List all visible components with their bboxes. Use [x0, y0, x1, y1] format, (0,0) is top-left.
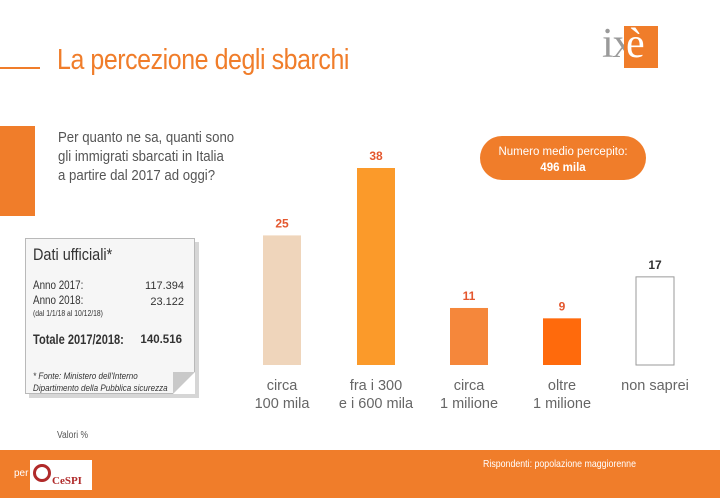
official-title: Dati ufficiali* [33, 245, 113, 264]
page-title: La percezione degli sbarchi [57, 44, 350, 76]
total-value: 140.516 [140, 334, 182, 346]
bar-4 [635, 276, 675, 366]
bar-2 [450, 307, 488, 365]
respondents-note: Rispondenti: popolazione maggiorenne [483, 458, 636, 470]
bar-value-label-3: 9 [559, 299, 566, 313]
average-label: Numero medio percepito: [498, 146, 628, 158]
year-2017-label: Anno 2017: [33, 278, 84, 292]
title-accent-line [0, 67, 40, 69]
year-2018-label: Anno 2018: [33, 293, 84, 307]
question-text: Per quanto ne sa, quanti sono gli immigr… [58, 129, 235, 184]
bar-0 [263, 235, 301, 365]
per-label: per [14, 468, 29, 479]
category-label-1-1: e i 600 mila [339, 396, 414, 412]
cespi-emblem-icon [33, 464, 51, 482]
bar-3 [543, 318, 581, 365]
ixe-logo: ix è [602, 21, 662, 70]
category-label-0-1: 100 mila [255, 396, 311, 412]
year-2018-value: 23.122 [150, 296, 184, 308]
category-label-0-0: circa [267, 378, 299, 394]
date-range-note: (dal 1/1/18 al 10/12/18) [33, 309, 103, 318]
bar-1 [357, 168, 395, 365]
category-label-3-0: oltre [548, 378, 576, 394]
bar-value-label-1: 38 [369, 149, 383, 163]
source-note: * Fonte: Ministero dell'Interno Dipartim… [33, 371, 168, 394]
year-2017-value: 117.394 [145, 280, 184, 292]
bar-value-label-4: 17 [648, 258, 662, 272]
unit-note: Valori % [57, 430, 89, 441]
total-label: Totale 2017/2018: [33, 332, 124, 347]
category-label-3-1: 1 milione [533, 396, 591, 412]
category-label-2-0: circa [454, 378, 486, 394]
footer-bar: per CeSPI Rispondenti: popolazione maggi… [0, 450, 720, 498]
bar-value-label-2: 11 [463, 289, 476, 303]
bar-value-label-0: 25 [275, 216, 289, 230]
official-data-note: Dati ufficiali* Anno 2017: 117.394 Anno … [25, 238, 199, 398]
average-badge: Numero medio percepito: 496 mila [480, 136, 646, 180]
cespi-logo: CeSPI [30, 460, 92, 490]
category-label-1-0: fra i 300 [350, 378, 402, 394]
average-value: 496 mila [540, 162, 586, 174]
category-label-4-0: non saprei [621, 378, 689, 394]
side-accent-bar [0, 126, 35, 216]
category-label-2-1: 1 milione [440, 396, 498, 412]
page-curl-icon [173, 372, 195, 394]
